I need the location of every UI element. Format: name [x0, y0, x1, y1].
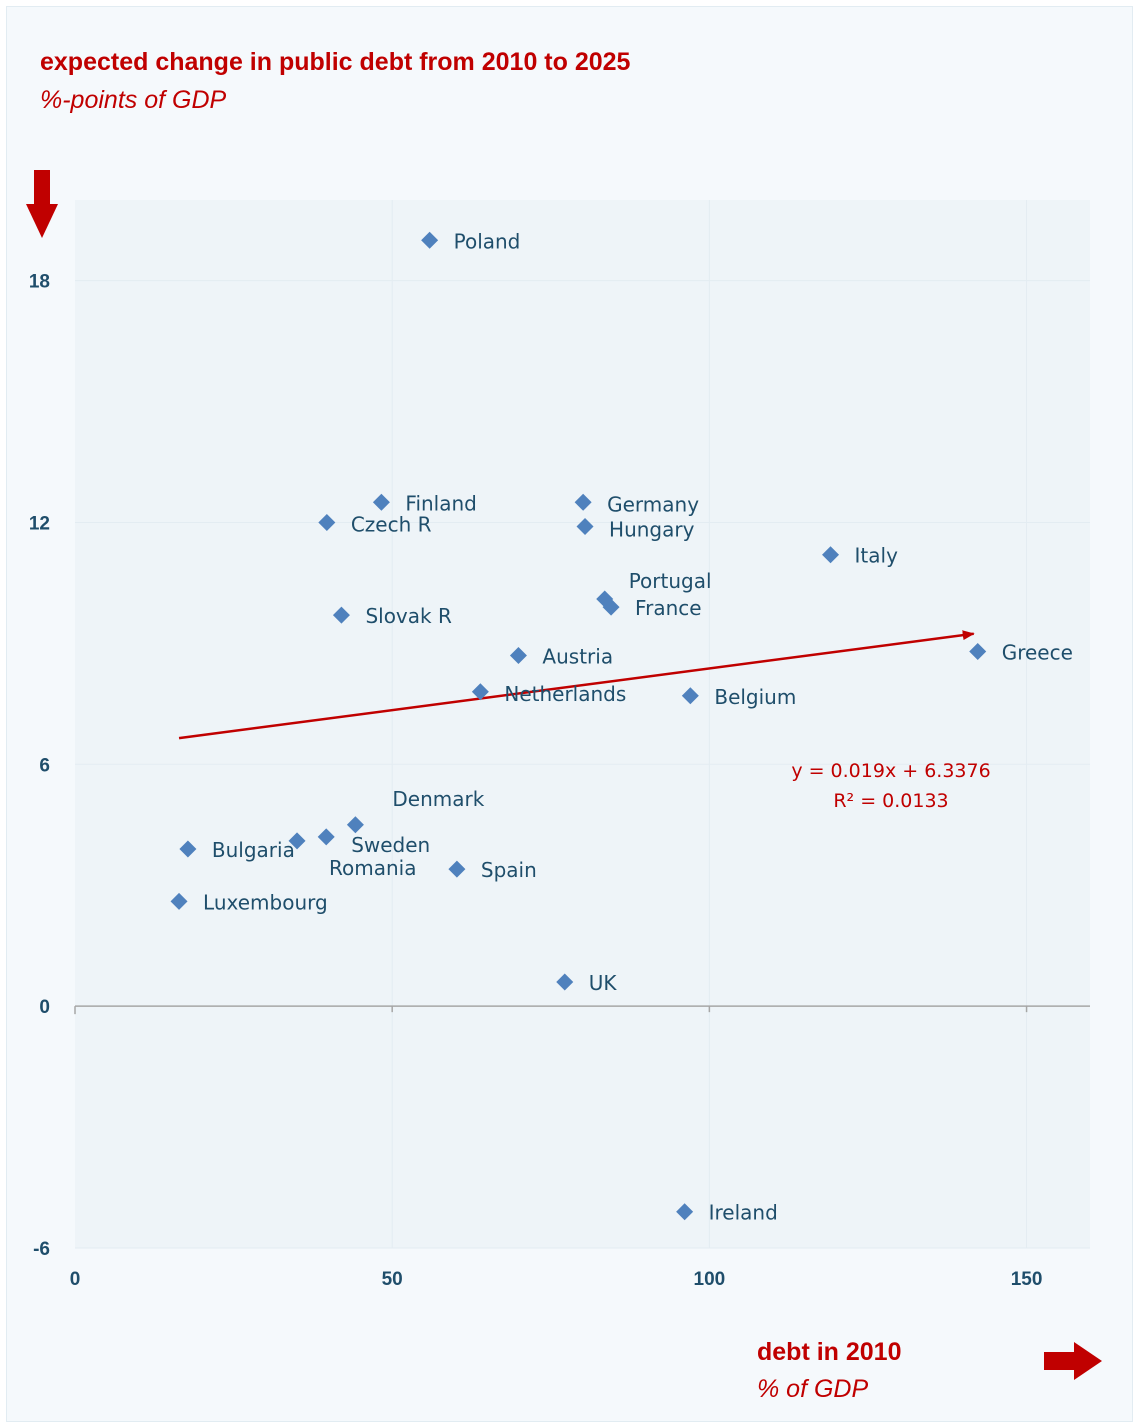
- data-point-marker: [288, 832, 306, 850]
- plot-area: [75, 200, 1090, 1248]
- data-point-marker: [681, 687, 699, 705]
- data-point-marker: [471, 683, 489, 701]
- data-point-marker: [556, 973, 574, 991]
- trendline-equation: y = 0.019x + 6.3376: [791, 760, 990, 782]
- data-point-label: Hungary: [609, 517, 695, 541]
- x-axis-title: debt in 2010: [757, 1338, 902, 1366]
- data-point-label: Greece: [1002, 640, 1073, 664]
- data-point-marker: [318, 513, 336, 531]
- x-tick-label: 150: [1011, 1269, 1043, 1290]
- data-point-marker: [576, 517, 594, 535]
- trendline-r-squared: R² = 0.0133: [833, 790, 948, 812]
- data-point-label: Belgium: [714, 685, 796, 709]
- data-point-marker: [332, 606, 350, 624]
- data-point-label: Luxembourg: [203, 890, 328, 914]
- chart-subtitle: %-points of GDP: [40, 86, 227, 114]
- trendline-arrow: [178, 630, 975, 740]
- y-tick-label: -6: [33, 1239, 50, 1260]
- data-point-label: Slovak R: [365, 604, 452, 628]
- y-tick-label: 18: [29, 272, 50, 293]
- y-direction-arrow-icon: [26, 170, 58, 238]
- data-point-label: Bulgaria: [212, 838, 295, 862]
- data-point-label: Portugal: [629, 569, 712, 593]
- y-tick-label: 12: [29, 513, 50, 534]
- data-point-label: Czech R: [351, 512, 432, 536]
- data-point-marker: [317, 828, 335, 846]
- x-axis-unit: % of GDP: [757, 1375, 869, 1403]
- data-point-label: Romania: [329, 856, 416, 880]
- data-point-label: Ireland: [709, 1201, 778, 1225]
- data-point-label: Denmark: [392, 787, 484, 811]
- data-point-label: UK: [589, 971, 618, 995]
- data-point-label: France: [635, 596, 702, 620]
- trendline: y = 0.019x + 6.3376 R² = 0.0133: [178, 630, 991, 812]
- y-tick-label: 0: [39, 997, 50, 1018]
- data-point-label: Poland: [454, 229, 521, 253]
- data-point-marker: [346, 816, 364, 834]
- y-tick-label: 6: [39, 755, 50, 776]
- data-point-marker: [602, 598, 620, 616]
- data-point-marker: [574, 493, 592, 511]
- data-point-marker: [372, 493, 390, 511]
- data-point-label: Spain: [481, 858, 537, 882]
- data-point-label: Sweden: [351, 833, 430, 857]
- data-point-marker: [969, 642, 987, 660]
- x-tick-label: 50: [382, 1269, 403, 1290]
- data-point-marker: [448, 860, 466, 878]
- data-point-marker: [179, 840, 197, 858]
- data-point-marker: [822, 546, 840, 564]
- data-point-label: Austria: [542, 644, 613, 668]
- data-point-label: Finland: [405, 491, 476, 515]
- chart-title: expected change in public debt from 2010…: [40, 48, 631, 76]
- data-point-marker: [170, 892, 188, 910]
- data-point-label: Italy: [855, 544, 899, 568]
- data-point-label: Netherlands: [504, 682, 626, 706]
- data-point-marker: [421, 231, 439, 249]
- data-point-marker: [509, 646, 527, 664]
- x-tick-label: 0: [70, 1269, 81, 1290]
- axes: -6 0 6 12 18 0 50 100 150: [29, 272, 1090, 1290]
- data-point-marker: [676, 1203, 694, 1221]
- x-direction-arrow-icon: [1044, 1342, 1102, 1380]
- data-point-label: Germany: [607, 492, 699, 516]
- x-tick-label: 100: [694, 1269, 726, 1290]
